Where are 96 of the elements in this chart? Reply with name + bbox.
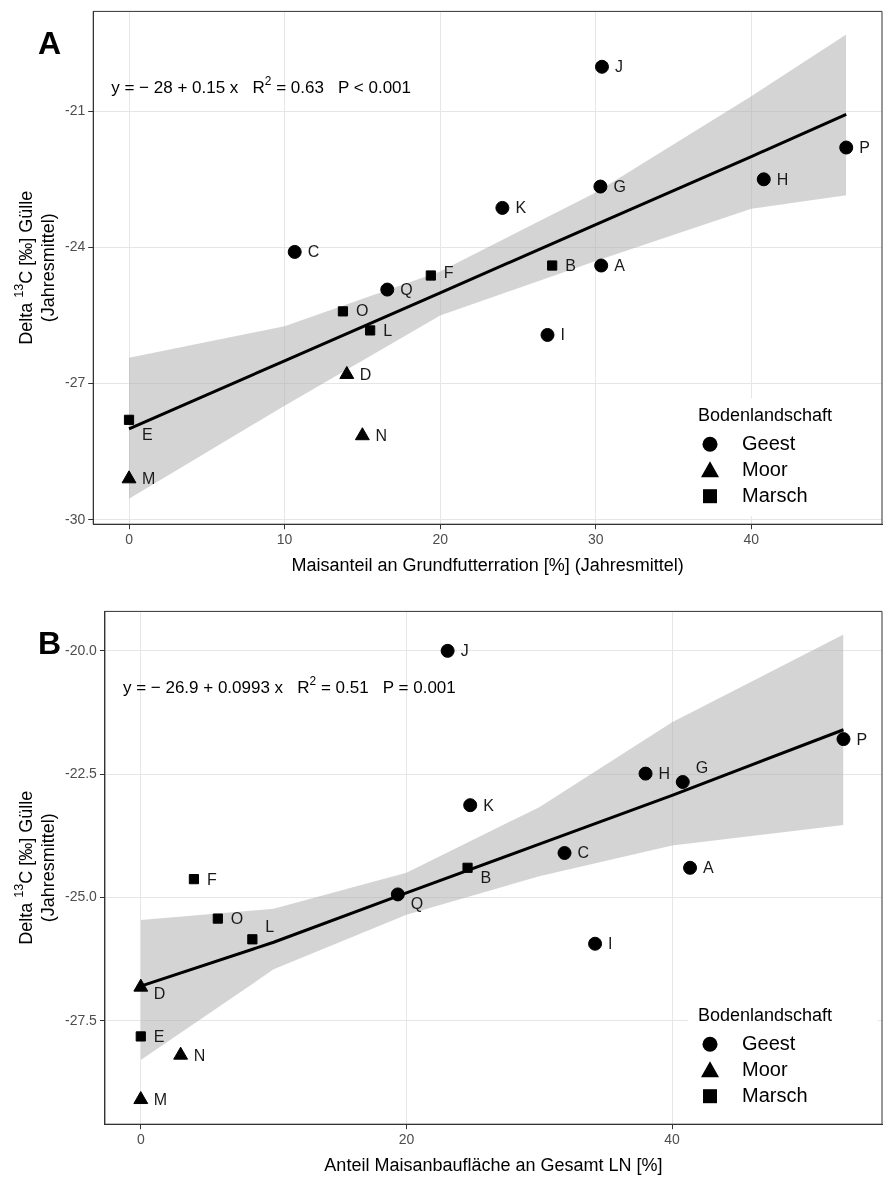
point — [287, 244, 302, 259]
annotation: A — [703, 859, 715, 877]
point — [836, 732, 851, 747]
annotation: I — [560, 326, 565, 344]
annotation: Q — [400, 280, 413, 298]
annotation: L — [383, 321, 393, 339]
point — [212, 913, 223, 924]
annotation: J — [614, 58, 623, 76]
point — [380, 282, 395, 297]
y-tick-label: -30 — [65, 510, 86, 527]
x-axis-title: Anteil Maisanbaufläche an Gesamt LN [%] — [324, 1155, 663, 1176]
y-tick-label: -24 — [65, 238, 86, 255]
x-tick-label: 40 — [743, 531, 760, 548]
chart-title: A — [38, 24, 62, 61]
x-tick-label: 0 — [136, 1131, 145, 1148]
point — [547, 260, 558, 271]
x-tick-label: 0 — [125, 531, 134, 548]
legend-label: Moor — [742, 1057, 788, 1080]
annotation: P — [856, 730, 868, 748]
point — [123, 414, 135, 425]
y-tick-label: -27 — [65, 374, 86, 391]
annotation: A — [614, 256, 626, 274]
annotation: D — [153, 985, 166, 1003]
point — [133, 1091, 149, 1105]
point — [135, 1031, 146, 1042]
annotation: O — [230, 909, 244, 927]
legend-label: Marsch — [742, 1083, 808, 1106]
point — [188, 874, 200, 885]
x-tick-label: 20 — [432, 531, 449, 548]
annotation: G — [695, 759, 709, 777]
x-axis-title: Maisanteil an Grundfutterration [%] (Jahresmittel) — [291, 555, 684, 576]
legend-label: Moor — [742, 457, 788, 480]
point — [540, 327, 555, 342]
legend-label: Geest — [742, 431, 796, 454]
annotation: O — [355, 302, 369, 320]
annotation: Q — [410, 894, 424, 912]
point — [594, 258, 609, 273]
point — [121, 470, 137, 484]
point — [390, 887, 405, 902]
annotation: M — [142, 470, 156, 488]
legend-title: Bodenlandschaft — [698, 405, 833, 426]
annotation: L — [265, 918, 275, 936]
point — [675, 775, 690, 790]
point — [495, 200, 510, 215]
annotation: G — [613, 177, 626, 195]
chart-title: B — [38, 624, 62, 661]
annotation: B — [480, 868, 492, 886]
x-tick-label: 30 — [587, 531, 604, 548]
point — [638, 766, 653, 781]
point — [683, 860, 698, 875]
point — [354, 427, 370, 441]
y-tick-label: -20.0 — [64, 641, 98, 658]
annotation: C — [307, 243, 320, 261]
point — [339, 365, 355, 379]
annotation: E — [142, 425, 153, 443]
legend-label: Marsch — [742, 483, 808, 506]
point — [588, 936, 603, 951]
annotation: D — [359, 365, 372, 383]
point — [839, 140, 854, 155]
annotation: C — [577, 844, 590, 862]
y-tick-label: -22.5 — [64, 764, 98, 781]
x-tick-label: 20 — [398, 1131, 415, 1148]
point — [557, 846, 572, 861]
point — [173, 1046, 189, 1060]
y-tick-label: -21 — [65, 102, 86, 119]
point — [247, 934, 258, 945]
annotation: M — [153, 1090, 168, 1108]
annotation: I — [608, 935, 613, 953]
annotation: F — [206, 870, 217, 888]
point — [463, 798, 478, 813]
annotation: E — [153, 1027, 165, 1045]
legend-title: Bodenlandschaft — [698, 1005, 833, 1026]
point — [440, 643, 455, 658]
point — [593, 179, 608, 194]
point — [133, 978, 149, 992]
y-tick-label: -25.0 — [64, 888, 98, 905]
annotation: H — [776, 170, 789, 188]
annotation: P — [859, 138, 870, 156]
annotation: K — [515, 199, 527, 217]
point — [425, 270, 436, 281]
annotation: N — [193, 1046, 206, 1064]
y-tick-label: -27.5 — [64, 1011, 98, 1028]
point — [756, 172, 771, 187]
annotation: N — [375, 427, 387, 445]
annotation: K — [483, 796, 495, 814]
legend-label: Geest — [742, 1031, 796, 1054]
x-tick-label: 10 — [276, 531, 293, 548]
x-tick-label: 40 — [664, 1131, 681, 1148]
point — [594, 59, 609, 74]
annotation: F — [443, 263, 454, 281]
annotation: J — [460, 642, 469, 660]
point — [365, 325, 376, 336]
annotation: B — [565, 256, 576, 274]
annotation: H — [658, 765, 671, 783]
point — [462, 862, 473, 873]
point — [337, 306, 349, 317]
